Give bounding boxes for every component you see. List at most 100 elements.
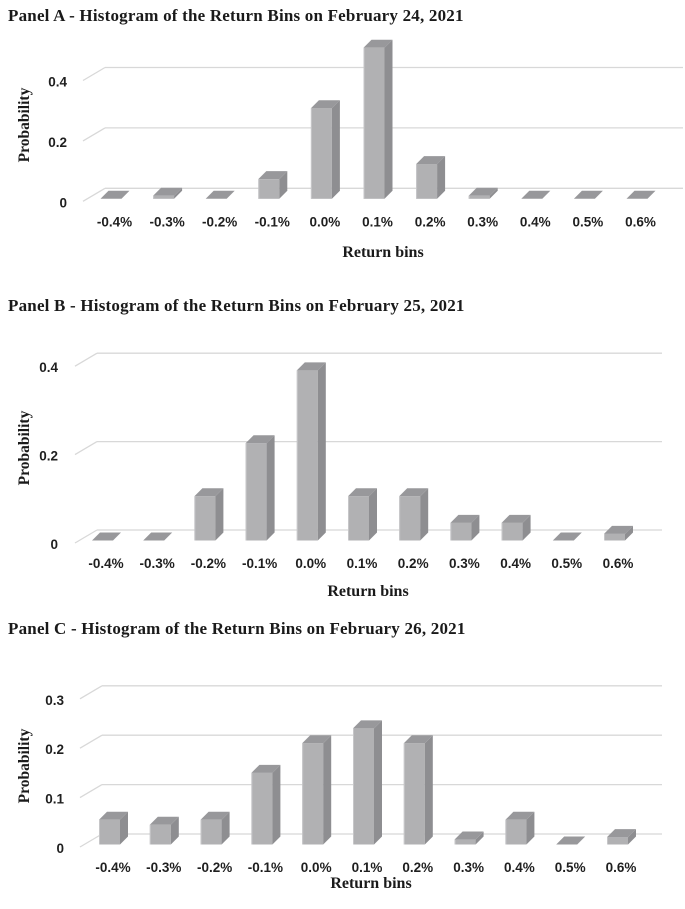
bar-top-face (501, 514, 531, 523)
panel-a-xtick-4: 0.0% (310, 214, 341, 229)
panel-b-bars (92, 362, 633, 541)
panel-c-bar-7 (454, 831, 484, 845)
bar-top-face (302, 735, 332, 744)
panel-c-bar-9 (556, 836, 586, 845)
panel-b-ytick-2: 0.4 (39, 360, 58, 375)
panel-b-ytick-0: 0 (50, 537, 58, 552)
bar-top-face (296, 362, 326, 371)
panel-b-grid-diagonal (74, 529, 98, 544)
panel-a-xtick-2: -0.2% (202, 214, 237, 229)
bar-front-face (258, 179, 280, 199)
bar-side-face (272, 764, 281, 845)
panel-c-xticks: -0.4% -0.3% -0.2% -0.1% 0.0% 0.1% 0.2% 0.3% 0.4%… (95, 860, 636, 875)
panel-c-xtick-1: -0.3% (146, 860, 181, 875)
bar-front-face (194, 496, 216, 541)
panel-c-bar-2 (200, 811, 230, 845)
bar-side-face (174, 187, 183, 199)
panel-c-xtick-5: 0.1% (352, 860, 383, 875)
bar-front-face (505, 819, 527, 845)
panel-a-bar-3 (258, 171, 288, 199)
panel-c-bar-5 (353, 720, 382, 845)
bar-side-face (471, 514, 480, 541)
panel-b-xtick-10: 0.6% (603, 556, 634, 571)
panel-b-bar-7 (450, 514, 480, 541)
bar-top-face (363, 39, 393, 48)
panel-b-plot: 0 0.2 0.4 -0.4% -0.3% -0.2% -0.1% 0.0% 0.1% 0.2% 0… (39, 352, 662, 571)
bar-front-face (353, 728, 374, 845)
panel-c-bar-10 (607, 829, 636, 845)
panel-c-grid-diagonal (79, 685, 103, 700)
bar-front-face (501, 522, 523, 541)
panel-b-xticks: -0.4% -0.3% -0.2% -0.1% 0.0% 0.1% 0.2% 0.3% 0.4%… (88, 556, 633, 571)
bar-front-face (348, 496, 369, 541)
panel-a-bar-5 (363, 39, 393, 199)
bar-side-face (475, 831, 484, 845)
bar-top-face (348, 488, 377, 497)
panel-b-xtick-1: -0.3% (140, 556, 175, 571)
panel-b-xtick-8: 0.4% (500, 556, 531, 571)
panel-b-xtick-5: 0.1% (347, 556, 378, 571)
bar-front-face (607, 837, 628, 845)
panel-a-xtick-0: -0.4% (97, 214, 132, 229)
bar-top-face (149, 816, 179, 825)
bar-top-face (153, 187, 183, 196)
bar-top-face (353, 720, 382, 729)
bar-front-face (149, 824, 171, 845)
bar-top-face (399, 488, 429, 497)
bar-top-face (607, 829, 636, 838)
panel-c-xtick-0: -0.4% (95, 860, 130, 875)
panel-c-xtick-10: 0.6% (606, 860, 637, 875)
bar-top-face (258, 171, 288, 180)
panel-b-bar-5 (348, 488, 377, 541)
bar-zero-pad (556, 836, 586, 845)
panel-a-xtick-1: -0.3% (149, 214, 184, 229)
panel-b-xlabel: Return bins (327, 583, 409, 600)
bar-top-face (200, 811, 230, 820)
bar-side-face (323, 735, 332, 845)
bar-zero-pad (205, 190, 235, 199)
bar-top-face (450, 514, 480, 523)
bar-side-face (331, 100, 340, 199)
panel-b-bar-0 (92, 532, 121, 541)
bar-front-face (468, 195, 490, 199)
panel-b-xtick-3: -0.1% (242, 556, 277, 571)
panel-a-xtick-8: 0.4% (520, 214, 551, 229)
bar-side-face (369, 488, 377, 541)
panel-b-bar-2 (194, 488, 224, 541)
panel-a-bar-6 (416, 156, 446, 199)
panel-c-bar-8 (505, 811, 535, 845)
bar-front-face (153, 195, 175, 199)
bar-front-face (604, 533, 625, 541)
panel-b-xtick-0: -0.4% (88, 556, 123, 571)
panel-b-bar-4 (296, 362, 326, 541)
panel-b-bar-10 (604, 525, 633, 541)
bar-side-face (266, 435, 275, 541)
bar-zero-pad (521, 190, 551, 199)
panel-a-bar-1 (153, 187, 183, 199)
bar-front-face (450, 522, 472, 541)
panel-a-xlabel: Return bins (342, 244, 424, 261)
bar-front-face (363, 47, 385, 199)
panel-c-bar-6 (403, 735, 433, 845)
bar-top-face (310, 100, 340, 109)
bar-top-face (416, 156, 446, 165)
panel-a-title: Panel A - Histogram of the Return Bins o… (8, 6, 464, 25)
bar-side-face (317, 362, 326, 541)
panel-b-title: Panel B - Histogram of the Return Bins o… (8, 296, 465, 315)
bar-front-face (296, 370, 318, 541)
panel-a-xtick-7: 0.3% (467, 214, 498, 229)
bar-top-face (251, 764, 281, 773)
panel-c-xtick-8: 0.4% (504, 860, 535, 875)
panel-b-bar-6 (399, 488, 429, 541)
panel-a-bar-9 (573, 190, 603, 199)
panel-b-xtick-2: -0.2% (191, 556, 226, 571)
panel-c-xtick-3: -0.1% (248, 860, 283, 875)
panel-a-bar-0 (100, 190, 130, 199)
bar-side-face (170, 816, 179, 845)
panel-c-ytick-3: 0.3 (45, 693, 64, 708)
bar-side-face (120, 811, 128, 845)
bar-front-face (399, 496, 421, 541)
bar-side-face (628, 829, 636, 845)
bar-side-face (489, 187, 498, 199)
